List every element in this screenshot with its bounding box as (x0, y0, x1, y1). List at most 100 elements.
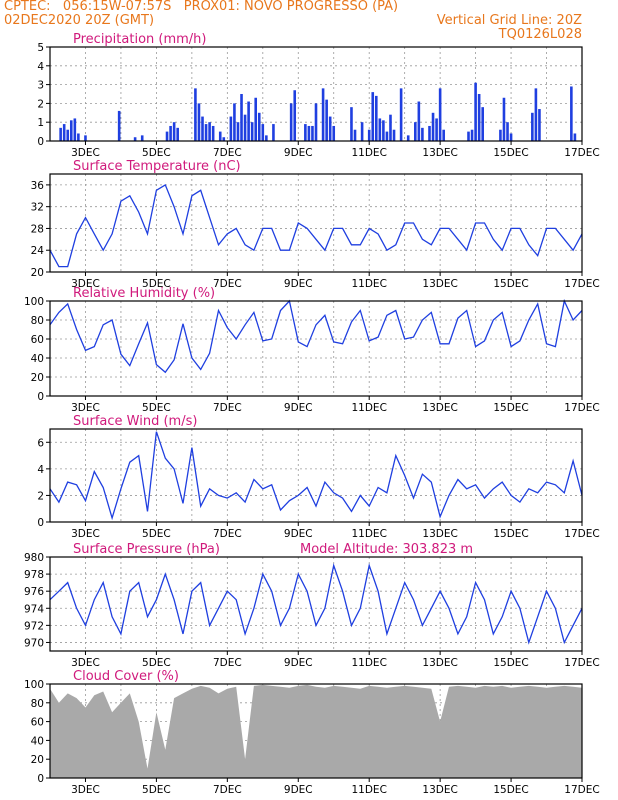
y-tick-label: 36 (31, 180, 45, 192)
precip-bar (570, 86, 573, 141)
precip-bar (243, 114, 247, 141)
precip-bar (538, 109, 541, 141)
x-tick-label: 9DEC (284, 278, 313, 290)
panel-1 (46, 173, 583, 276)
precip-bar (176, 127, 179, 141)
precip-bar (531, 112, 534, 141)
x-tick-label: 7DEC (213, 784, 242, 796)
precip-bar (442, 129, 445, 141)
precip-bar (204, 124, 208, 141)
precip-bar (311, 125, 314, 141)
panel-frame (49, 683, 583, 779)
panel-frame (49, 173, 583, 273)
precip-bar (194, 88, 197, 141)
y-tick-label: 976 (24, 586, 44, 598)
y-tick-label: 974 (24, 603, 44, 615)
y-tick-label: 20 (31, 372, 44, 384)
precip-bar (399, 88, 403, 141)
y-tick-label: 3 (37, 80, 44, 92)
precip-bar (321, 88, 325, 141)
precip-bar (499, 129, 502, 141)
precip-bar (350, 107, 353, 141)
x-tick-label: 11DEC (351, 278, 386, 290)
precip-bar (414, 122, 417, 141)
precip-bar (222, 137, 226, 141)
x-tick-label: 5DEC (142, 657, 171, 669)
series-line (49, 431, 583, 521)
x-tick-label: 7DEC (213, 402, 242, 414)
precip-bar (421, 127, 424, 141)
precip-bar (470, 129, 474, 141)
x-tick-label: 11DEC (351, 402, 386, 414)
precip-bar (328, 116, 332, 141)
x-tick-label: 13DEC (422, 784, 457, 796)
precip-bar (428, 125, 431, 141)
precip-bar (378, 118, 382, 141)
x-tick-label: 13DEC (422, 528, 457, 540)
x-tick-label: 11DEC (351, 784, 386, 796)
x-tick-label: 11DEC (351, 147, 386, 159)
x-tick-label: 7DEC (213, 657, 242, 669)
y-tick-label: 6 (37, 437, 44, 449)
precip-bar (240, 94, 243, 141)
precip-bar (265, 135, 268, 141)
y-tick-label: 100 (24, 679, 44, 691)
panel-title: Surface Pressure (hPa) (73, 542, 220, 557)
precip-bar (307, 125, 311, 141)
x-tick-label: 17DEC (564, 402, 599, 414)
header-line2-left: 02DEC2020 20Z (GMT) (4, 13, 155, 28)
precip-bar (325, 99, 328, 141)
y-tick-label: 40 (31, 735, 44, 747)
precip-bar (254, 97, 258, 141)
panel-2 (46, 298, 583, 400)
precip-bar (172, 122, 176, 141)
precip-bar (371, 92, 375, 141)
x-tick-label: 9DEC (284, 784, 313, 796)
precip-bar (272, 124, 275, 141)
y-tick-label: 980 (24, 552, 44, 564)
y-tick-label: 28 (31, 223, 44, 235)
precip-bar (77, 133, 80, 141)
precip-bar (353, 129, 357, 141)
precip-bar (467, 131, 470, 141)
x-tick-label: 15DEC (493, 784, 528, 796)
x-tick-label: 3DEC (71, 402, 100, 414)
y-tick-label: 0 (37, 391, 44, 403)
x-tick-label: 5DEC (142, 784, 171, 796)
precip-bar (169, 125, 172, 141)
header-line3-right: TQ0126L028 (498, 27, 582, 42)
precip-bar (406, 135, 410, 141)
y-tick-label: 0 (37, 773, 44, 785)
panel-title: Cloud Cover (%) (73, 669, 179, 684)
x-tick-label: 15DEC (493, 278, 528, 290)
precip-bar (481, 107, 484, 141)
y-tick-label: 0 (37, 136, 44, 148)
x-tick-label: 15DEC (493, 402, 528, 414)
precip-bar (84, 135, 87, 141)
series-line (49, 183, 583, 268)
x-tick-label: 5DEC (142, 278, 171, 290)
precip-bar (289, 103, 293, 141)
panel-0 (46, 46, 583, 145)
panel-frame (49, 300, 583, 397)
precip-bar (62, 124, 66, 141)
y-tick-label: 5 (37, 42, 44, 54)
y-tick-label: 32 (31, 202, 44, 214)
x-tick-label: 3DEC (71, 147, 100, 159)
y-tick-label: 60 (31, 334, 44, 346)
panel-subtitle: Model Altitude: 303.823 m (300, 542, 473, 557)
precip-bar (257, 112, 261, 141)
precip-bar (431, 112, 435, 141)
precip-bar (293, 90, 297, 141)
x-tick-label: 9DEC (284, 657, 313, 669)
x-tick-label: 17DEC (564, 147, 599, 159)
x-tick-label: 13DEC (422, 657, 457, 669)
y-tick-label: 100 (24, 296, 44, 308)
precip-bar (236, 122, 240, 141)
precip-bar (117, 110, 121, 141)
x-tick-label: 3DEC (71, 278, 100, 290)
y-tick-label: 80 (31, 315, 44, 327)
x-tick-label: 17DEC (564, 784, 599, 796)
panel-title: Precipitation (mm/h) (73, 32, 206, 47)
precip-bar (360, 122, 364, 141)
